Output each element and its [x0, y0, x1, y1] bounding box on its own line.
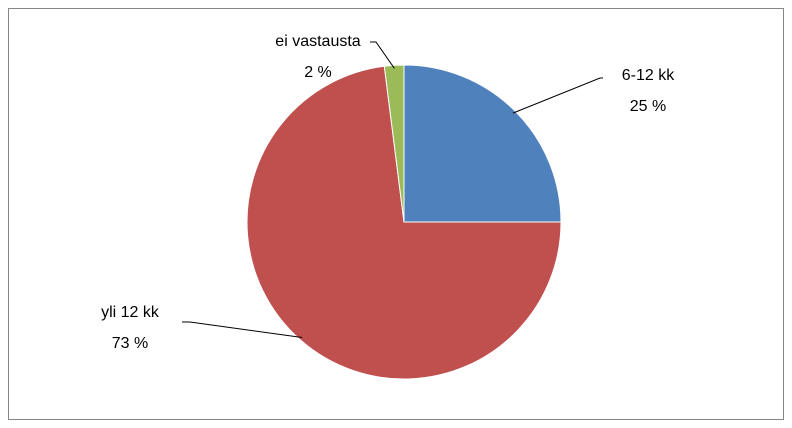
slice-value-label: 73 %: [112, 335, 148, 352]
slice-label: ei vastausta: [275, 33, 360, 50]
slice-value-label: 2 %: [304, 64, 332, 81]
leader-line: [370, 41, 395, 69]
slice-label: yli 12 kk: [101, 304, 160, 321]
slice-label: 6-12 kk: [622, 67, 675, 84]
pie-slice: [383, 64, 405, 223]
slice-value-label: 25 %: [630, 98, 666, 115]
pie-slice: [246, 65, 562, 380]
pie-slice: [403, 64, 562, 223]
leader-line: [182, 321, 303, 339]
leader-line: [512, 77, 603, 114]
